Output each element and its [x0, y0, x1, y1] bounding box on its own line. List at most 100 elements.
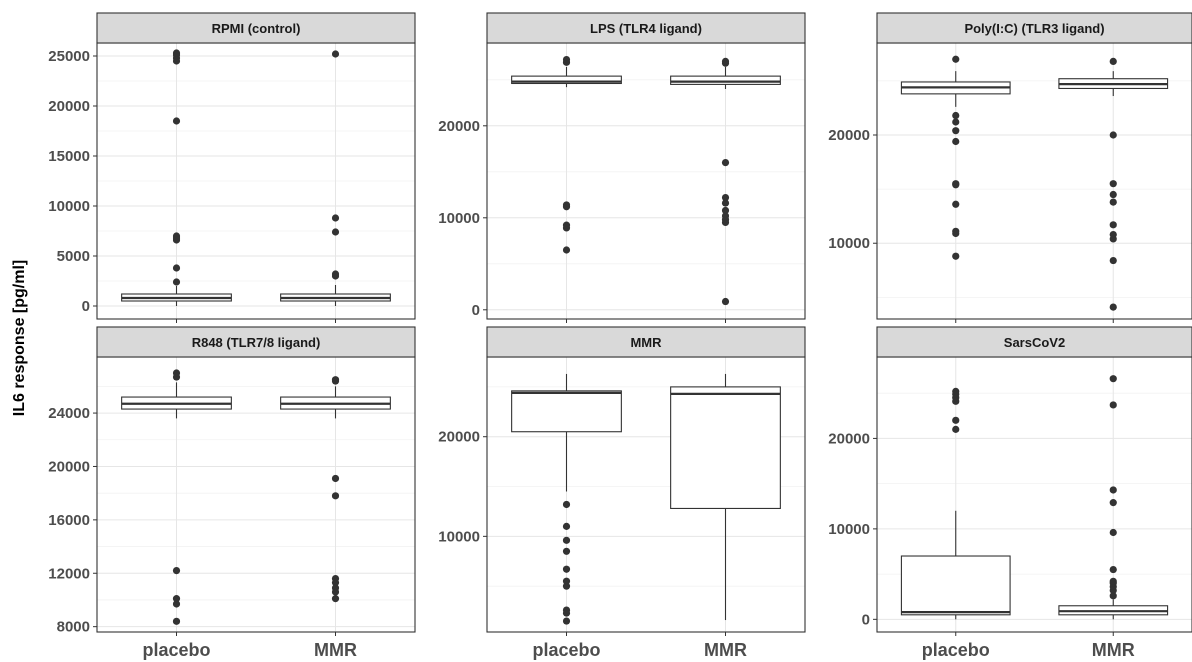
outlier-point	[562, 221, 571, 229]
outlier-point	[172, 617, 181, 625]
outlier-point	[721, 57, 730, 65]
box-iqr	[511, 390, 622, 433]
box-placebo	[121, 369, 232, 625]
y-tick-label: 12000	[48, 565, 90, 582]
outlier-point	[562, 500, 571, 509]
box-placebo	[511, 55, 622, 254]
outlier-point	[331, 214, 340, 222]
box-iqr	[670, 75, 781, 85]
box-mmr	[1058, 57, 1169, 311]
outlier-point	[562, 617, 571, 625]
outlier-point	[1109, 577, 1117, 585]
outlier-point	[172, 49, 181, 57]
y-tick-label: 0	[862, 611, 870, 628]
outlier-point	[952, 127, 960, 135]
outlier-point	[952, 180, 960, 188]
y-tick-label: 5000	[57, 248, 90, 265]
box-iqr	[670, 386, 781, 509]
outlier-point	[1109, 198, 1117, 206]
outlier-point	[952, 387, 960, 395]
strip-background	[876, 12, 1192, 44]
outlier-point	[172, 600, 181, 608]
outlier-point	[331, 575, 340, 583]
box-placebo	[900, 387, 1011, 620]
strip-title: SarsCoV2	[1004, 335, 1065, 350]
panel-sarscov2: 0 10000 20000 SarsCoV2	[828, 326, 1192, 636]
outlier-point	[1109, 221, 1117, 229]
y-tick-label: 20000	[438, 118, 480, 135]
y-tick-label: 8000	[57, 619, 90, 636]
box-placebo	[511, 373, 622, 625]
box-iqr	[900, 555, 1011, 616]
outlier-point	[562, 246, 571, 254]
box-placebo	[121, 49, 232, 306]
plot-background	[487, 43, 805, 319]
outlier-point	[1109, 230, 1117, 239]
outlier-point	[331, 50, 340, 58]
y-tick-label: 24000	[48, 405, 90, 422]
panel-rpmi-control: 0 5000 10000 15000 20000 25000 RPMI (control)	[48, 12, 416, 323]
y-tick-label: 20000	[438, 429, 480, 446]
panel-poly-i-c-tlr3-ligand: 10000 20000 Poly(I:C) (TLR3 ligand)	[828, 12, 1192, 323]
x-category-label: placebo	[922, 640, 990, 660]
y-tick-label: 20000	[48, 458, 90, 475]
outlier-point	[331, 228, 340, 236]
x-category-labels: placebo MMR placebo MMR placebo MMR	[142, 640, 1134, 660]
strip-background	[486, 326, 806, 358]
x-category-label: MMR	[704, 640, 747, 660]
outlier-point	[952, 118, 960, 126]
outlier-point	[721, 193, 730, 202]
outlier-point	[952, 227, 960, 235]
outlier-point	[331, 584, 340, 592]
outlier-point	[331, 595, 340, 603]
outlier-point	[1109, 180, 1117, 188]
outlier-point	[1109, 592, 1117, 600]
box-mmr	[280, 376, 391, 603]
y-tick-label: 16000	[48, 512, 90, 529]
y-tick-label: 10000	[828, 235, 870, 252]
box-mmr	[670, 57, 781, 306]
outlier-point	[331, 474, 340, 483]
outlier-point	[562, 577, 571, 585]
outlier-point	[1109, 303, 1117, 311]
panel-lps-tlr4-ligand: 0 10000 20000 LPS (TLR4 ligand)	[438, 12, 806, 323]
panel-r848-tlr7-8-ligand: 8000 12000 16000 20000 24000 R848 (TLR7/8 lig…	[48, 326, 416, 636]
outlier-point	[952, 111, 960, 120]
outlier-point	[172, 117, 181, 125]
outlier-point	[562, 565, 571, 573]
box-mmr	[1058, 375, 1169, 620]
y-tick-label: 10000	[48, 198, 90, 215]
outlier-point	[952, 252, 960, 260]
strip-title: MMR	[630, 335, 662, 350]
x-category-label: MMR	[1092, 640, 1135, 660]
x-category-label: placebo	[142, 640, 210, 660]
outlier-point	[1109, 528, 1117, 537]
outlier-point	[721, 297, 730, 306]
y-tick-label: 10000	[438, 210, 480, 227]
outlier-point	[1109, 486, 1117, 494]
outlier-point	[172, 369, 181, 377]
outlier-point	[952, 425, 960, 433]
strip-background	[876, 326, 1192, 358]
outlier-point	[952, 416, 960, 424]
outlier-point	[172, 278, 181, 286]
strip-background	[96, 12, 416, 44]
outlier-point	[562, 606, 571, 614]
outlier-point	[952, 200, 960, 208]
outlier-point	[952, 137, 960, 146]
outlier-point	[172, 232, 181, 240]
outlier-point	[1109, 565, 1117, 574]
box-mmr	[280, 50, 391, 306]
outlier-point	[1109, 190, 1117, 199]
box-mmr	[670, 373, 781, 621]
outlier-point	[331, 492, 340, 500]
outlier-point	[1109, 401, 1117, 409]
y-tick-label: 0	[472, 302, 480, 319]
outlier-point	[721, 199, 730, 207]
box-iqr	[511, 75, 622, 85]
outlier-point	[562, 547, 571, 555]
panel-mmr: 10000 20000 MMR	[438, 326, 806, 636]
outlier-point	[1109, 57, 1117, 65]
